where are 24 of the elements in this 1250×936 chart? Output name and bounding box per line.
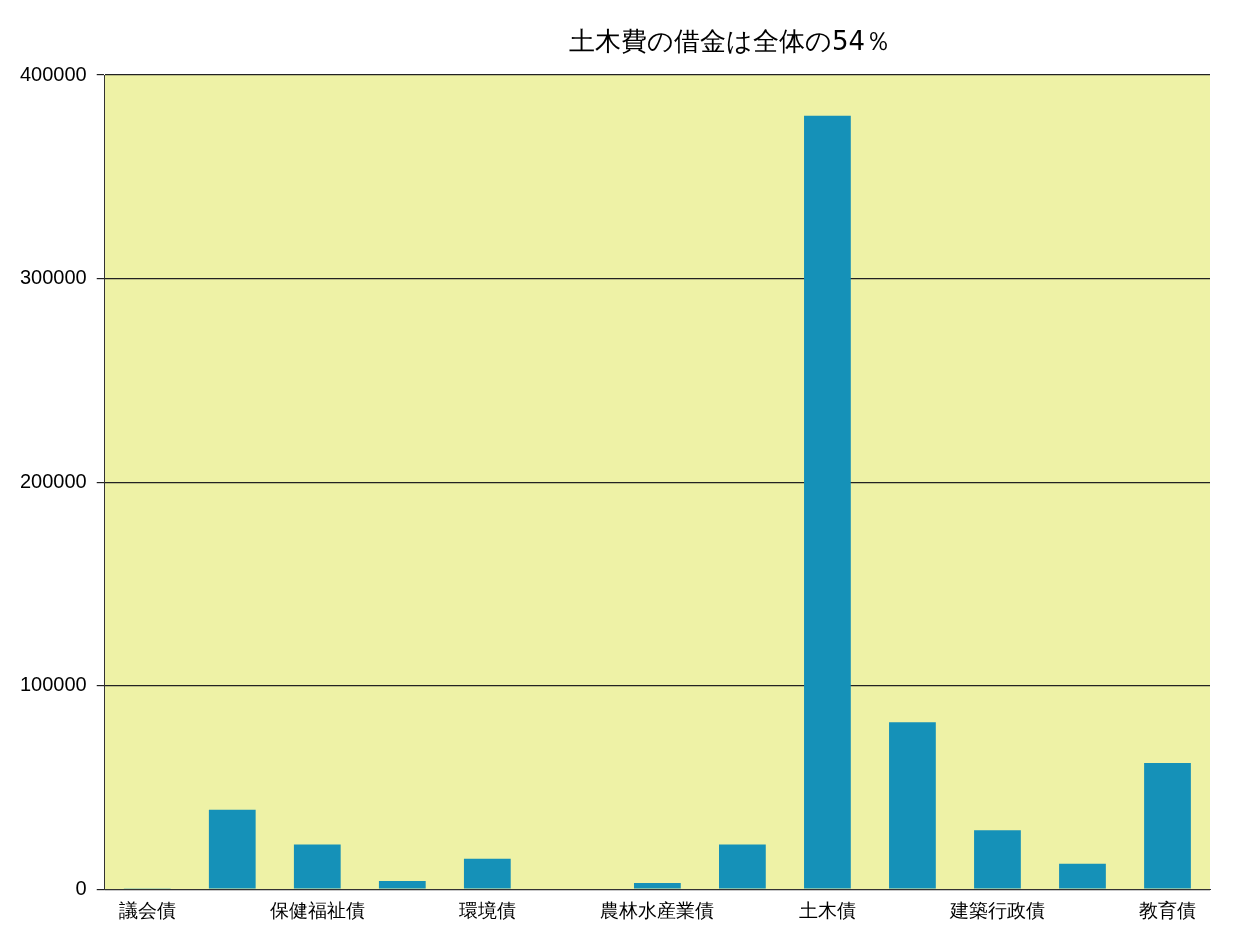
- y-tick-label: 300000: [19, 266, 87, 289]
- bar: [889, 722, 936, 889]
- chart-title: 土木費の借金は全体の54％: [495, 18, 965, 65]
- bar: [719, 844, 766, 889]
- bar: [463, 858, 511, 889]
- x-tick-label: 議会債: [118, 898, 176, 921]
- x-tick-label: 保健福祉債: [269, 898, 365, 921]
- y-tick-label: 0: [75, 876, 87, 899]
- bar: [1144, 763, 1191, 889]
- bar: [804, 115, 851, 889]
- bar: [633, 883, 681, 889]
- x-tick-label: 教育債: [1138, 898, 1196, 921]
- x-tick-label: 建築行政債: [948, 898, 1045, 921]
- y-tick-label: 100000: [19, 673, 87, 696]
- bar: [1059, 863, 1106, 889]
- bar: [378, 881, 426, 889]
- y-tick-label: 400000: [19, 62, 87, 85]
- bar: [208, 809, 256, 889]
- x-tick-label: 土木債: [798, 898, 856, 921]
- bar: [974, 830, 1021, 889]
- x-tick-label: 農林水産業債: [600, 898, 715, 921]
- y-tick-label: 200000: [19, 469, 87, 492]
- bar: [293, 844, 341, 889]
- x-tick-label: 環境債: [458, 898, 516, 921]
